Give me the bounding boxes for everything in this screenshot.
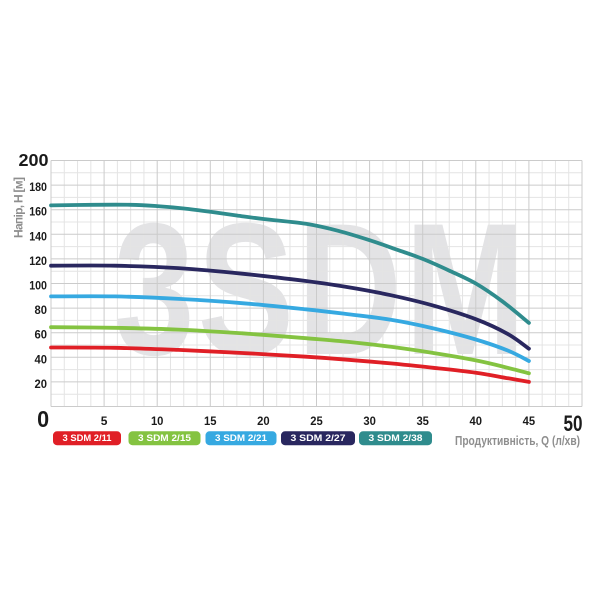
svg-text:200: 200	[19, 150, 49, 170]
svg-text:40: 40	[35, 354, 48, 366]
svg-text:3 SDM 2/27: 3 SDM 2/27	[291, 433, 346, 444]
svg-text:40: 40	[470, 414, 483, 428]
svg-text:Напір, H [м]: Напір, H [м]	[12, 177, 26, 238]
svg-text:80: 80	[35, 305, 48, 317]
svg-text:100: 100	[29, 281, 47, 293]
svg-text:20: 20	[257, 414, 270, 428]
svg-text:45: 45	[523, 414, 536, 428]
svg-text:3 SDM 2/15: 3 SDM 2/15	[138, 433, 192, 444]
svg-text:0: 0	[37, 406, 49, 432]
svg-text:140: 140	[29, 231, 47, 243]
svg-text:20: 20	[35, 379, 48, 391]
svg-text:180: 180	[29, 182, 47, 194]
svg-text:35: 35	[416, 414, 429, 428]
svg-text:3SDM: 3SDM	[114, 184, 528, 395]
svg-text:Продуктивність, Q (л/хв): Продуктивність, Q (л/хв)	[455, 433, 580, 448]
svg-text:3 SDM 2/11: 3 SDM 2/11	[63, 433, 113, 444]
svg-text:10: 10	[151, 414, 164, 428]
svg-text:30: 30	[363, 414, 376, 428]
svg-text:120: 120	[29, 256, 47, 268]
svg-text:50: 50	[564, 411, 583, 436]
svg-text:3 SDM 2/38: 3 SDM 2/38	[369, 433, 423, 444]
svg-text:25: 25	[310, 414, 323, 428]
svg-text:15: 15	[204, 414, 217, 428]
svg-text:3 SDM 2/21: 3 SDM 2/21	[215, 433, 268, 444]
svg-text:5: 5	[101, 414, 108, 428]
svg-text:60: 60	[35, 330, 48, 342]
svg-text:160: 160	[29, 207, 47, 219]
